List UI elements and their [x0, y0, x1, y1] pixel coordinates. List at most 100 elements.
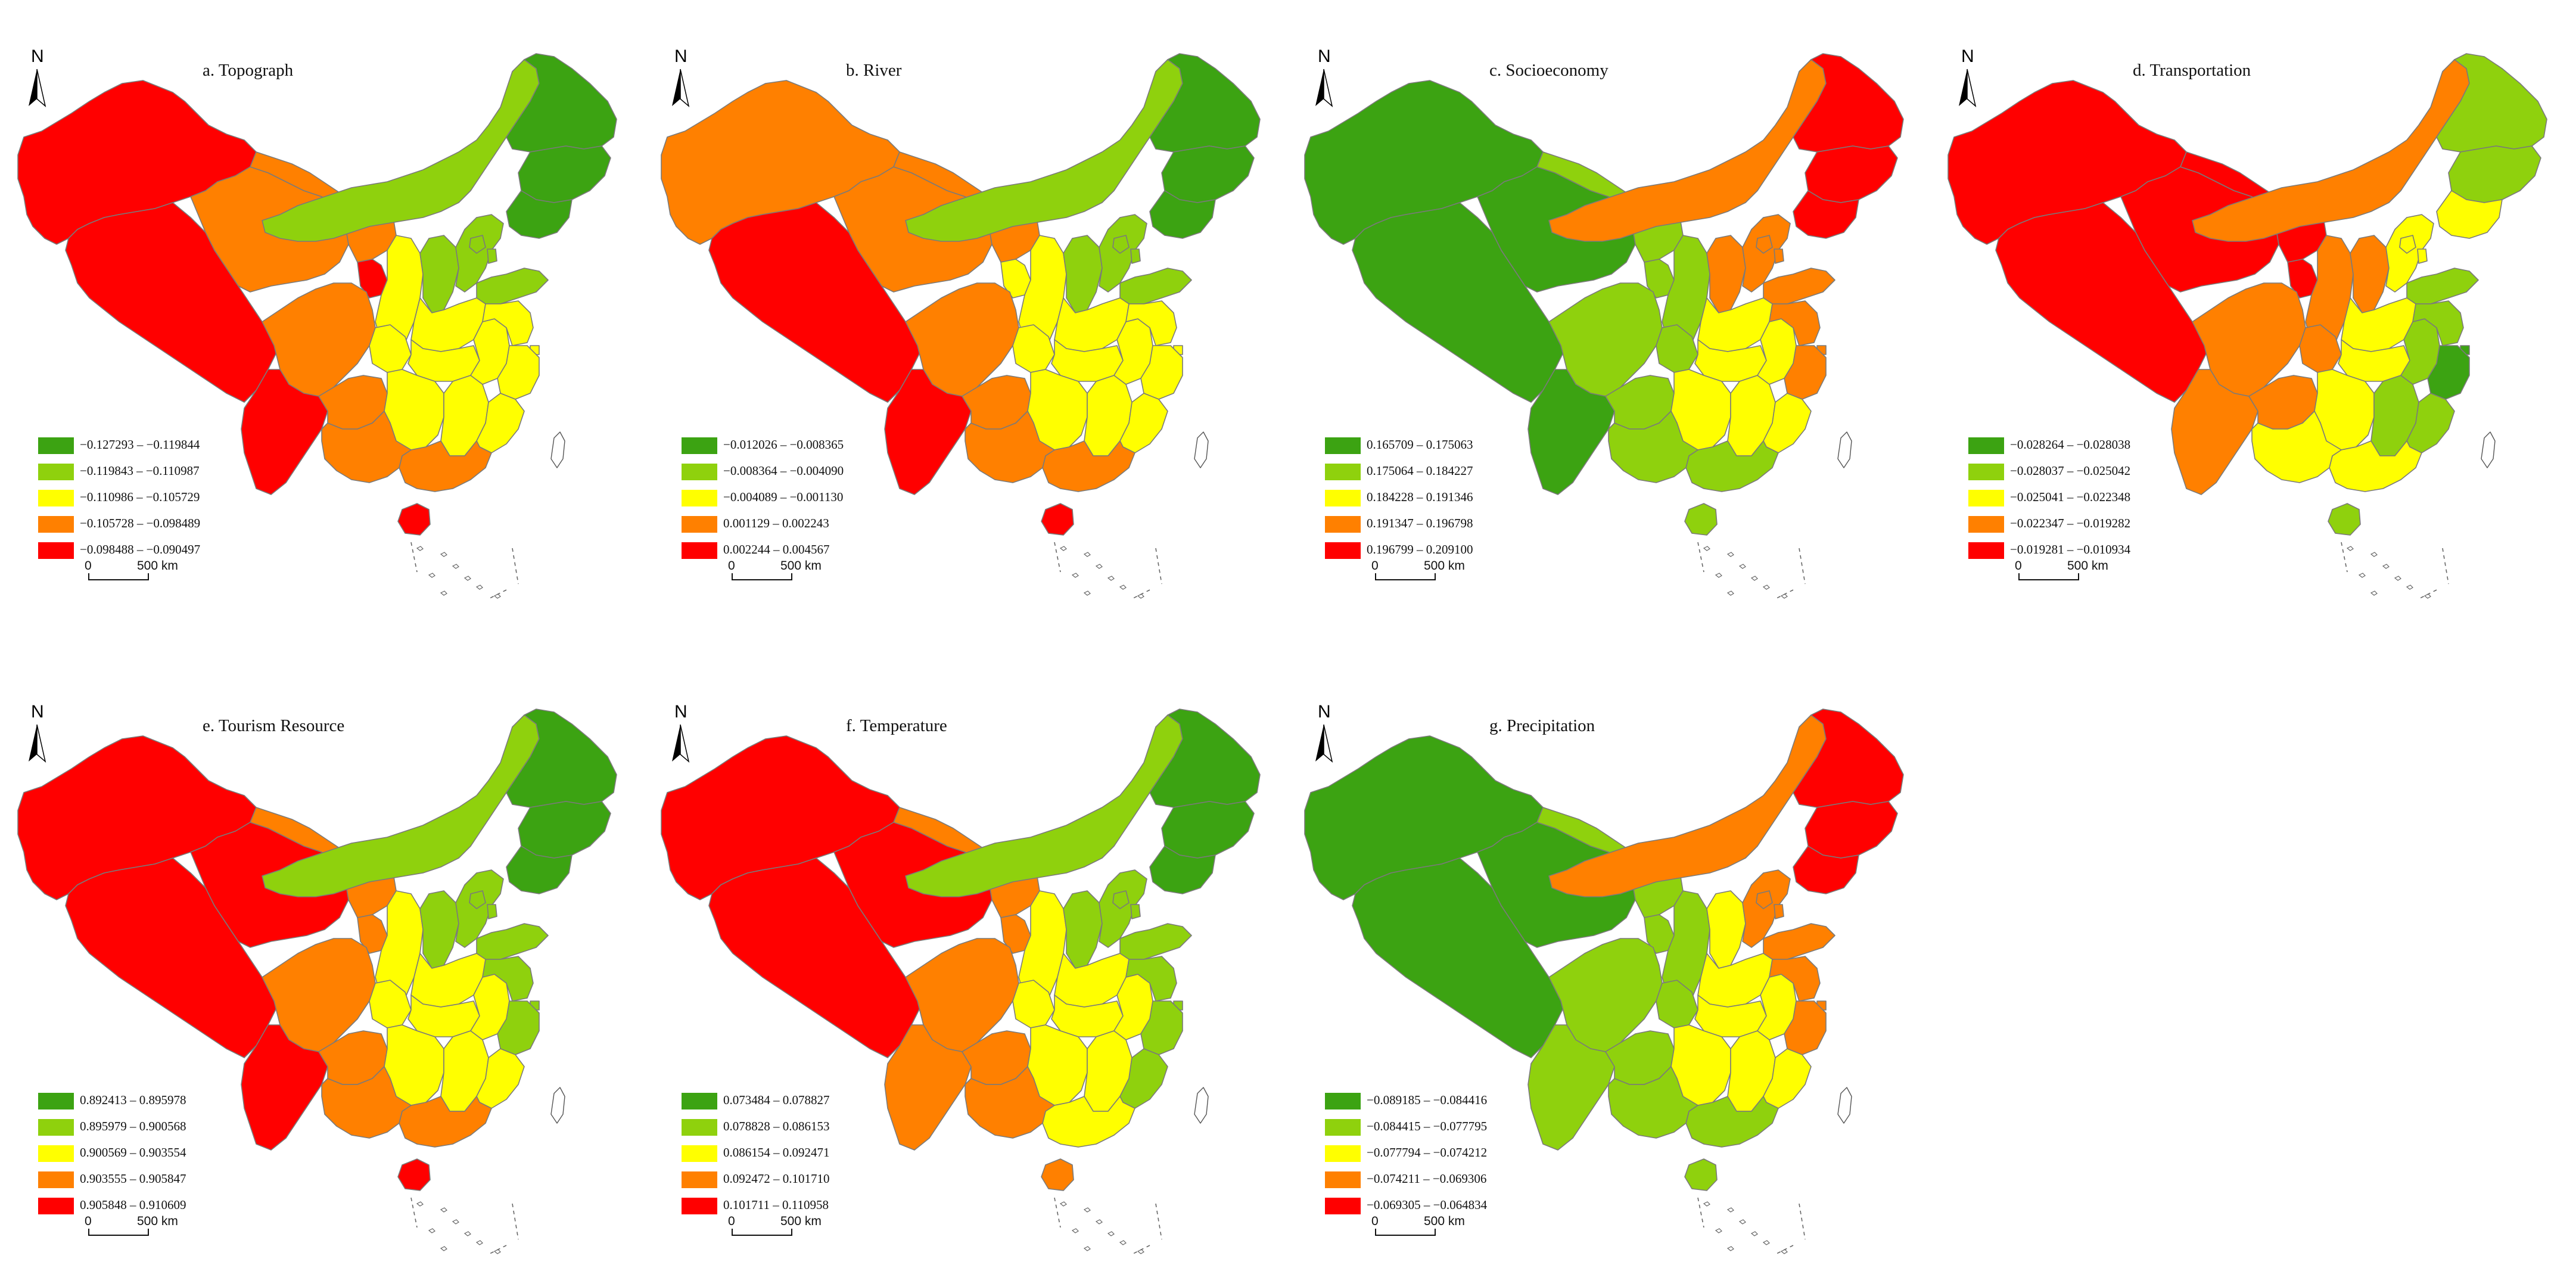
scale-bar-zero: 0: [2015, 559, 2022, 573]
legend-item: −0.028037 – −0.025042: [1968, 459, 2183, 485]
province-tianjin: [487, 248, 497, 264]
island-mark: [463, 1231, 471, 1236]
legend-item: −0.025041 – −0.022348: [1968, 485, 2183, 511]
legend-item: −0.074211 – −0.069306: [1325, 1167, 1539, 1193]
province-inner-mongolia: [1548, 714, 1827, 897]
island-mark: [1738, 1219, 1746, 1225]
scale-bar-line: [732, 579, 791, 580]
legend-swatch: [682, 1119, 717, 1136]
island-mark: [1095, 564, 1103, 569]
province-taiwan: [550, 1087, 565, 1124]
island-mark: [1726, 1207, 1734, 1213]
legend-item: 0.900569 – 0.903554: [38, 1140, 253, 1167]
province-guangdong: [1042, 440, 1135, 492]
maritime-boundary-dash: [1054, 542, 1162, 599]
island-mark: [463, 576, 471, 581]
legend-range-label: 0.002244 – 0.004567: [723, 542, 830, 557]
scale-bar-tick: [2018, 573, 2020, 580]
island-mark: [1083, 591, 1091, 596]
province-guangxi: [321, 411, 412, 483]
province-guangxi: [1608, 411, 1698, 483]
province-yunnan: [1527, 1024, 1615, 1151]
province-shanxi: [1706, 235, 1746, 313]
island-mark: [440, 1207, 447, 1213]
legend-swatch: [38, 1171, 74, 1188]
island-mark: [1750, 576, 1758, 581]
province-liaoning: [506, 190, 573, 239]
province-shaanxi: [1662, 890, 1710, 1008]
province-tibet: [65, 857, 281, 1058]
province-shaanxi: [375, 890, 424, 1008]
legend-range-label: 0.073484 – 0.078827: [723, 1093, 830, 1107]
scale-bar-tick: [88, 1229, 89, 1236]
province-liaoning: [1149, 190, 1216, 239]
legend-swatch: [1968, 464, 2004, 480]
province-shanxi: [1706, 890, 1746, 969]
province-inner-mongolia: [905, 59, 1183, 242]
province-jilin: [1805, 801, 1898, 859]
province-hainan: [1684, 1158, 1718, 1191]
province-jilin: [1805, 145, 1898, 203]
legend-range-label: −0.074211 – −0.069306: [1367, 1171, 1487, 1186]
north-arrow-icon: [1315, 724, 1333, 763]
scale-bar-line: [732, 1235, 791, 1236]
province-liaoning: [1149, 846, 1216, 894]
island-mark: [1119, 1240, 1127, 1245]
panel-title: c. Socioeconomy: [1489, 61, 1609, 80]
north-arrow: N: [1311, 46, 1340, 112]
province-guangdong: [399, 440, 492, 492]
province-fujian: [1763, 393, 1812, 453]
province-yunnan: [1527, 369, 1615, 495]
legend-item: 0.101711 – 0.110958: [682, 1193, 896, 1219]
legend-swatch: [38, 1119, 74, 1136]
legend-range-label: 0.184228 – 0.191346: [1367, 490, 1473, 504]
province-inner-mongolia: [262, 59, 540, 242]
legend-swatch: [1325, 1145, 1361, 1162]
legend-swatch: [1968, 542, 2004, 559]
scale-bar-tick: [2078, 573, 2079, 580]
island-mark: [2394, 576, 2401, 581]
province-yunnan: [884, 369, 972, 495]
province-jilin: [1161, 801, 1255, 859]
scale-bar: 0 500 km: [2012, 559, 2173, 595]
legend-item: 0.892413 – 0.895978: [38, 1088, 253, 1114]
province-jiangsu: [482, 300, 534, 346]
scale-bar-line: [88, 579, 148, 580]
north-arrow-label: N: [1318, 702, 1331, 722]
legend-range-label: −0.127293 – −0.119844: [80, 437, 200, 452]
province-shaanxi: [1018, 890, 1067, 1008]
province-jiangsu: [1125, 956, 1177, 1002]
island-mark: [1715, 573, 1722, 578]
legend-swatch: [1325, 516, 1361, 533]
legend-item: 0.895979 – 0.900568: [38, 1114, 253, 1140]
province-hainan: [1684, 503, 1718, 536]
china-choropleth: [1947, 53, 2547, 599]
province-zhejiang: [1784, 1000, 1827, 1055]
province-beijing: [469, 890, 486, 909]
island-mark: [1071, 1228, 1079, 1233]
province-zhejiang: [1784, 345, 1827, 400]
legend-swatch: [682, 516, 717, 533]
scale-bar-line: [1375, 579, 1435, 580]
legend: 0.892413 – 0.895978 0.895979 – 0.900568 0.…: [38, 1088, 253, 1219]
legend-item: −0.084415 – −0.077795: [1325, 1114, 1539, 1140]
island-mark: [1738, 564, 1746, 569]
north-arrow-label: N: [31, 46, 44, 66]
legend-item: −0.098488 – −0.090497: [38, 537, 253, 564]
north-arrow-icon: [29, 69, 46, 108]
legend-swatch: [682, 1198, 717, 1214]
island-mark: [1762, 1240, 1770, 1245]
island-mark: [440, 591, 447, 596]
scale-bar: 0 500 km: [1369, 1214, 1530, 1250]
province-shandong: [2406, 268, 2479, 304]
scale-bar-line: [2018, 579, 2078, 580]
legend-item: −0.105728 – −0.098489: [38, 511, 253, 537]
legend-swatch: [682, 1093, 717, 1110]
legend-range-label: −0.077794 – −0.074212: [1367, 1145, 1488, 1160]
scale-bar-distance: 500 km: [2067, 559, 2108, 573]
province-inner-mongolia: [262, 714, 540, 897]
legend: −0.127293 – −0.119844 −0.119843 – −0.1109…: [38, 433, 253, 564]
province-shaanxi: [1018, 235, 1067, 352]
province-gansu: [1536, 807, 1684, 918]
